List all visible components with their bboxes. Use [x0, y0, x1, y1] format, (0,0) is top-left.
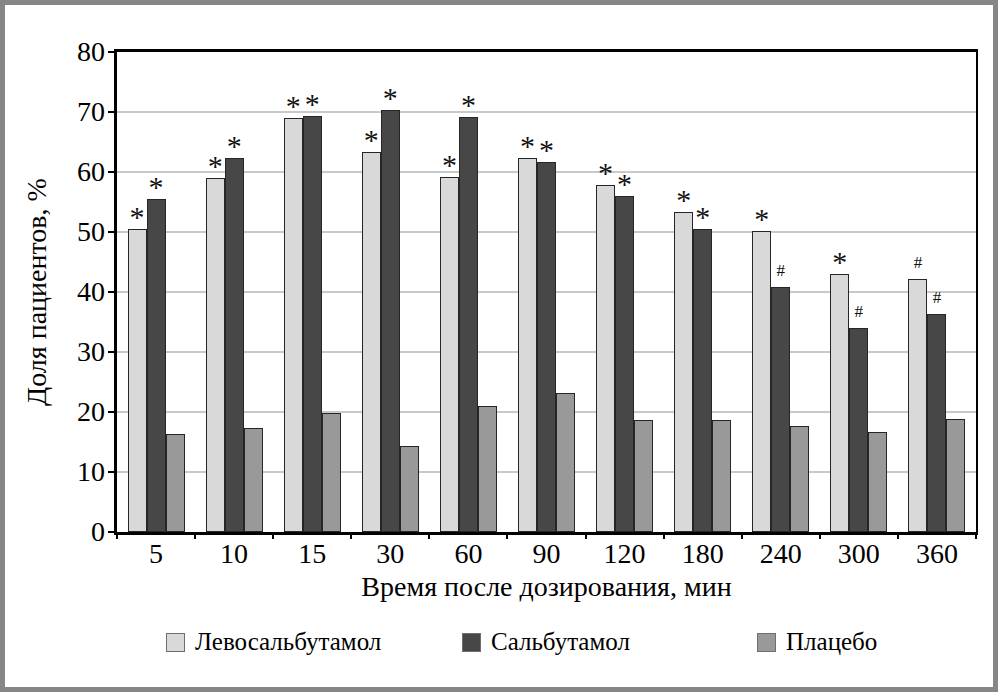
y-tick-mark-10	[108, 471, 116, 473]
bar-Сальбутамол-300	[849, 328, 868, 532]
bar-Левосальбутамол-90	[518, 158, 537, 532]
x-category-label-90: 90	[507, 539, 585, 569]
annotation-Сальбутамол-15: *	[297, 89, 328, 119]
bar-Плацебо-60	[478, 406, 497, 532]
y-tick-label-80: 80	[5, 37, 105, 67]
x-category-label-10: 10	[195, 539, 273, 569]
y-tick-mark-30	[108, 351, 116, 353]
x-tick-mark-10	[897, 532, 899, 539]
x-category-label-300: 300	[820, 539, 898, 569]
bar-Левосальбутамол-15	[284, 118, 303, 532]
annotation-Сальбутамол-10: *	[219, 131, 250, 161]
annotation-Сальбутамол-60: *	[453, 90, 484, 120]
bar-Левосальбутамол-30	[362, 152, 381, 532]
y-tick-label-20: 20	[5, 397, 105, 427]
y-tick-label-60: 60	[5, 157, 105, 187]
y-tick-mark-60	[108, 171, 116, 173]
bar-Плацебо-180	[712, 420, 731, 532]
legend-swatch-placebo	[757, 633, 776, 652]
x-category-label-15: 15	[273, 539, 351, 569]
x-tick-mark-11	[975, 532, 977, 539]
bar-Плацебо-90	[556, 393, 575, 532]
chart-figure: Доля пациентов, % *****************#*###…	[0, 0, 998, 692]
y-tick-label-40: 40	[5, 277, 105, 307]
annotation-Сальбутамол-90: *	[531, 135, 562, 165]
y-tick-mark-80	[108, 51, 116, 53]
y-tick-label-0: 0	[5, 517, 105, 547]
annotation-Сальбутамол-360: #	[921, 288, 952, 308]
x-tick-mark-6	[585, 532, 587, 539]
gridline-70	[117, 111, 976, 113]
x-tick-mark-7	[663, 532, 665, 539]
y-tick-mark-40	[108, 291, 116, 293]
x-tick-mark-2	[272, 532, 274, 539]
bar-Плацебо-360	[946, 419, 965, 532]
bar-Плацебо-120	[634, 420, 653, 532]
bar-Левосальбутамол-60	[440, 177, 459, 532]
y-tick-mark-0	[108, 531, 116, 533]
legend-label-levosalbutamol: Левосальбутамол	[195, 629, 381, 655]
bar-Сальбутамол-90	[537, 162, 556, 532]
bar-Сальбутамол-10	[225, 158, 244, 532]
bar-Плацебо-300	[868, 432, 887, 532]
x-tick-mark-5	[506, 532, 508, 539]
x-tick-mark-0	[116, 532, 118, 539]
legend-item-levosalbutamol: Левосальбутамол	[166, 629, 381, 655]
x-category-label-360: 360	[898, 539, 976, 569]
x-tick-mark-4	[428, 532, 430, 539]
y-tick-label-50: 50	[5, 217, 105, 247]
x-tick-mark-3	[350, 532, 352, 539]
x-category-label-30: 30	[351, 539, 429, 569]
x-tick-mark-8	[741, 532, 743, 539]
bar-Сальбутамол-30	[381, 110, 400, 532]
y-tick-mark-20	[108, 411, 116, 413]
legend-label-salbutamol: Сальбутамол	[491, 629, 630, 655]
bar-Сальбутамол-60	[459, 117, 478, 532]
annotation-Сальбутамол-180: *	[687, 202, 718, 232]
bar-Сальбутамол-360	[927, 314, 946, 532]
y-tick-mark-50	[108, 231, 116, 233]
annotation-Левосальбутамол-300: *	[824, 247, 855, 277]
bar-Левосальбутамол-360	[908, 279, 927, 532]
x-axis-title: Время после дозирования, мин	[114, 571, 979, 603]
legend-label-placebo: Плацебо	[786, 629, 877, 655]
bar-Сальбутамол-5	[147, 199, 166, 532]
bar-Плацебо-15	[322, 413, 341, 532]
bar-Левосальбутамол-10	[206, 178, 225, 532]
x-category-label-180: 180	[664, 539, 742, 569]
x-tick-mark-9	[819, 532, 821, 539]
annotation-Сальбутамол-30: *	[375, 83, 406, 113]
y-tick-mark-70	[108, 111, 116, 113]
legend-item-salbutamol: Сальбутамол	[462, 629, 630, 655]
bar-Сальбутамол-240	[771, 287, 790, 532]
bar-Плацебо-10	[244, 428, 263, 532]
bar-Плацебо-5	[166, 434, 185, 532]
x-category-label-60: 60	[429, 539, 507, 569]
y-tick-label-70: 70	[5, 97, 105, 127]
x-category-label-5: 5	[117, 539, 195, 569]
x-category-label-240: 240	[742, 539, 820, 569]
annotation-Сальбутамол-300: #	[843, 302, 874, 322]
x-category-label-120: 120	[586, 539, 664, 569]
bar-Левосальбутамол-180	[674, 212, 693, 532]
bar-Левосальбутамол-120	[596, 185, 615, 532]
bar-Левосальбутамол-5	[128, 229, 147, 532]
annotation-Сальбутамол-240: #	[765, 261, 796, 281]
bar-Плацебо-30	[400, 446, 419, 532]
x-tick-mark-1	[194, 532, 196, 539]
annotation-Сальбутамол-5: *	[141, 172, 172, 202]
annotation-Сальбутамол-120: *	[609, 169, 640, 199]
bar-Плацебо-240	[790, 426, 809, 532]
plot-area: *****************#*###	[114, 49, 978, 535]
annotation-Левосальбутамол-240: *	[746, 204, 777, 234]
bar-Сальбутамол-120	[615, 196, 634, 532]
y-tick-label-10: 10	[5, 457, 105, 487]
legend-swatch-levosalbutamol	[166, 633, 185, 652]
bar-Сальбутамол-180	[693, 229, 712, 532]
legend-swatch-salbutamol	[462, 633, 481, 652]
bar-Сальбутамол-15	[303, 116, 322, 532]
legend-item-placebo: Плацебо	[757, 629, 877, 655]
annotation-Левосальбутамол-360: #	[902, 253, 933, 273]
y-tick-label-30: 30	[5, 337, 105, 367]
